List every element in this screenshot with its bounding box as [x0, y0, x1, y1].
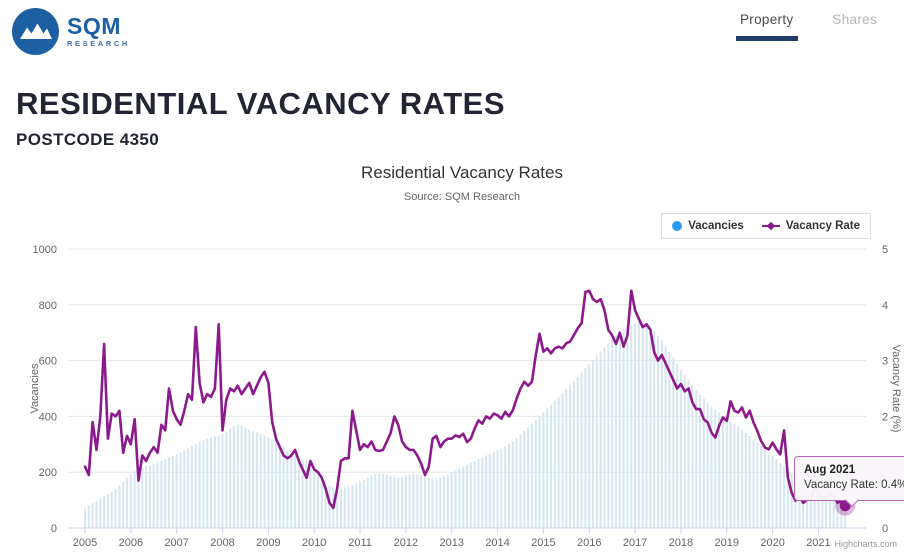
- chart-legend: Vacancies Vacancy Rate: [661, 213, 871, 239]
- svg-text:2005: 2005: [73, 537, 97, 549]
- tab-property[interactable]: Property: [735, 12, 798, 41]
- x-axis-labels: 2005 2006 2007 2008 2009 2010 2011 2012 2013 2014…: [73, 528, 831, 549]
- y-axis-left-labels: 0 200 400 600 800 1000: [33, 244, 57, 535]
- logo-text: SQM RESEARCH: [67, 13, 130, 49]
- svg-text:2014: 2014: [485, 537, 509, 549]
- svg-text:2010: 2010: [302, 537, 326, 549]
- svg-text:1000: 1000: [33, 244, 57, 256]
- tooltip-value: Vacancy Rate: 0.4%: [804, 479, 904, 491]
- svg-text:0: 0: [882, 523, 888, 535]
- y-right-axis-title: Vacancy Rate (%): [890, 345, 902, 433]
- logo-research-text: RESEARCH: [67, 39, 130, 48]
- svg-text:2: 2: [882, 411, 888, 423]
- chart-plot-area[interactable]: 2005 2006 2007 2008 2009 2010 2011 2012 2013 2014…: [0, 160, 904, 555]
- header: SQM RESEARCH Property Shares: [0, 0, 904, 62]
- chart-source-subtitle: Source: SQM Research: [403, 191, 521, 203]
- svg-text:400: 400: [39, 411, 57, 423]
- svg-text:800: 800: [39, 300, 57, 312]
- tab-shares-label: Shares: [832, 12, 877, 27]
- legend-vacancies-label: Vacancies: [688, 220, 744, 232]
- y-left-axis-title: Vacancies: [29, 363, 41, 413]
- svg-text:200: 200: [39, 467, 57, 479]
- legend-item-vacancies[interactable]: Vacancies: [672, 220, 744, 232]
- svg-text:2009: 2009: [256, 537, 280, 549]
- legend-vacancy-rate-label: Vacancy Rate: [785, 220, 860, 232]
- svg-text:0: 0: [51, 523, 57, 535]
- svg-text:600: 600: [39, 356, 57, 368]
- svg-text:2016: 2016: [577, 537, 601, 549]
- vacancies-series-marker-icon: [672, 221, 683, 231]
- svg-text:2011: 2011: [348, 537, 372, 549]
- sqm-logo-icon: [12, 8, 59, 55]
- vacancies-bars: [83, 322, 847, 528]
- header-tabs: Property Shares: [735, 12, 877, 41]
- svg-text:2021: 2021: [806, 537, 830, 549]
- page-title: RESIDENTIAL VACANCY RATES: [16, 86, 506, 121]
- logo-sqm-text: SQM: [67, 13, 121, 39]
- chart-title: Residential Vacancy Rates: [361, 163, 563, 182]
- svg-text:2020: 2020: [760, 537, 784, 549]
- svg-text:2012: 2012: [394, 537, 418, 549]
- vacancy-rate-line: [83, 289, 847, 510]
- svg-text:2019: 2019: [715, 537, 739, 549]
- svg-text:5: 5: [882, 244, 888, 256]
- svg-text:2018: 2018: [669, 537, 693, 549]
- svg-text:3: 3: [882, 356, 888, 368]
- tab-shares[interactable]: Shares: [832, 12, 877, 41]
- tab-property-label: Property: [740, 12, 794, 27]
- svg-text:4: 4: [882, 300, 888, 312]
- svg-text:2008: 2008: [210, 537, 234, 549]
- vacancy-rates-chart: Residential Vacancy Rates Source: SQM Re…: [0, 160, 904, 555]
- chart-tooltip: Aug 2021 Vacancy Rate: 0.4%: [794, 456, 904, 508]
- sqm-research-logo[interactable]: SQM RESEARCH: [12, 8, 130, 55]
- svg-text:2006: 2006: [119, 537, 143, 549]
- y-axis-right-labels: 0 2 3 4 5: [882, 244, 888, 535]
- svg-text:2007: 2007: [164, 537, 188, 549]
- vacancy-rate-series-marker-icon: [761, 221, 780, 231]
- page-subtitle: POSTCODE 4350: [16, 130, 160, 149]
- tooltip-date: Aug 2021: [804, 464, 856, 476]
- svg-text:2017: 2017: [623, 537, 647, 549]
- active-tab-underline: [735, 36, 798, 41]
- legend-item-vacancy-rate[interactable]: Vacancy Rate: [761, 220, 860, 232]
- svg-text:2015: 2015: [531, 537, 555, 549]
- svg-text:2013: 2013: [439, 537, 463, 549]
- highcharts-credits-link[interactable]: Highcharts.com: [834, 539, 897, 549]
